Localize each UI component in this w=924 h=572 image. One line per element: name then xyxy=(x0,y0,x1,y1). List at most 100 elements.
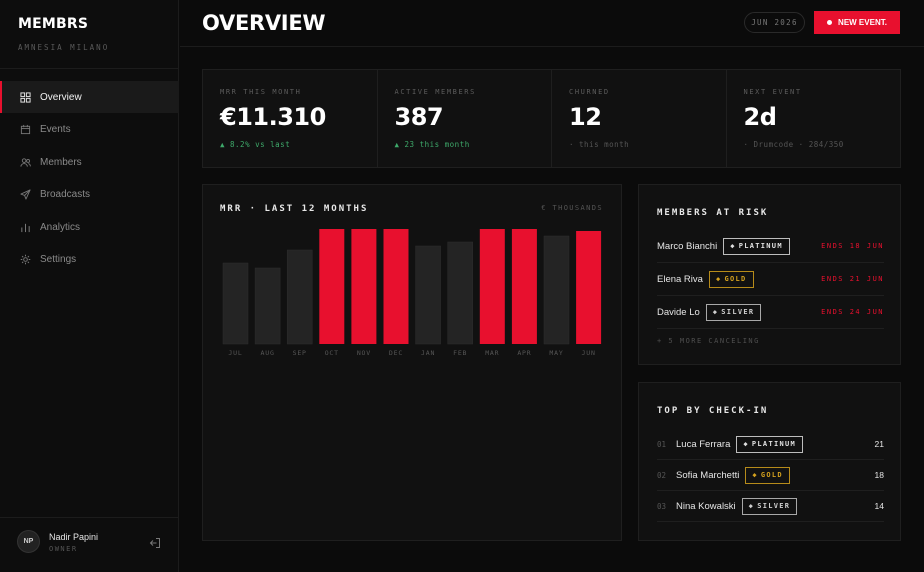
tier-label: SILVER xyxy=(757,502,791,510)
stat-churned[interactable]: CHURNED 12 · this month xyxy=(552,70,727,167)
x-tick-label: APR xyxy=(517,349,531,357)
top-by-check-in-card: TOP BY CHECK-IN 01 Luca Ferrara ◆ PLATINU… xyxy=(638,382,901,541)
x-tick-label: FEB xyxy=(453,349,467,357)
member-name: Marco Bianchi xyxy=(657,240,718,252)
x-tick-label: MAY xyxy=(549,349,563,357)
list-item[interactable]: Marco Bianchi ◆ PLATINUM ENDS 18 JUN xyxy=(657,230,884,263)
rank: 01 xyxy=(657,439,667,449)
calendar-icon xyxy=(20,124,31,135)
rank: 03 xyxy=(657,501,667,511)
member-name: Davide Lo xyxy=(657,306,700,318)
tier-badge: ◆ SILVER xyxy=(705,303,762,321)
chart-bar[interactable] xyxy=(576,231,602,344)
sidebar-item-label: Members xyxy=(40,156,82,168)
member-name: Elena Riva xyxy=(657,273,703,285)
new-event-button[interactable]: NEW EVENT. xyxy=(814,11,900,34)
chart-bar[interactable] xyxy=(415,245,441,345)
period-selector[interactable]: JUN 2026 xyxy=(744,12,805,33)
member-name: Luca Ferrara xyxy=(676,438,731,450)
stats-row: MRR THIS MONTH €11.310 ▲ 8.2% vs last AC… xyxy=(202,69,901,168)
x-tick-label: DEC xyxy=(389,349,403,357)
tier-badge: ◆ SILVER xyxy=(741,497,798,515)
chart-bar[interactable] xyxy=(286,249,313,345)
divider xyxy=(0,517,179,518)
chart-bar[interactable] xyxy=(479,229,505,344)
stat-label: CHURNED xyxy=(569,88,610,96)
sidebar-item-members[interactable]: Members xyxy=(0,146,179,178)
sidebar-item-settings[interactable]: Settings xyxy=(0,244,179,276)
gear-icon xyxy=(20,254,31,265)
tier-label: SILVER xyxy=(721,308,755,316)
check-in-count: 14 xyxy=(874,501,884,511)
sidebar-item-label: Broadcasts xyxy=(40,189,91,200)
check-in-count: 21 xyxy=(874,439,884,449)
sidebar-item-analytics[interactable]: Analytics xyxy=(0,211,179,243)
user-role: OWNER xyxy=(49,545,78,553)
x-tick-label: JUN xyxy=(582,349,596,357)
stat-value: 2d xyxy=(743,103,777,131)
dot-icon xyxy=(827,20,833,25)
list-item[interactable]: Davide Lo ◆ SILVER ENDS 24 JUN xyxy=(657,296,884,329)
bar-chart-icon xyxy=(20,222,31,233)
x-tick-label: MAR xyxy=(485,349,499,357)
sidebar: MEMBRS AMNESIA MILANO Overview Events Me… xyxy=(0,0,179,572)
avatar[interactable]: NP xyxy=(17,530,40,553)
sidebar-item-label: Analytics xyxy=(40,221,81,233)
rank: 02 xyxy=(657,470,667,480)
chart-bar[interactable] xyxy=(511,229,537,344)
list-item[interactable]: Elena Riva ◆ GOLD ENDS 21 JUN xyxy=(657,263,884,296)
chart-bar[interactable] xyxy=(351,229,377,344)
chart-bar[interactable] xyxy=(383,229,409,344)
tier-label: PLATINUM xyxy=(751,440,797,448)
stat-mrr[interactable]: MRR THIS MONTH €11.310 ▲ 8.2% vs last xyxy=(203,70,378,167)
mrr-bar-chart: JUL AUG SEP OCT NOV DEC JAN FEB MAR APR MAY JUN xyxy=(222,229,602,357)
x-tick-label: JAN xyxy=(421,349,435,357)
card-title: MEMBERS AT RISK xyxy=(657,208,769,218)
list-item[interactable]: 03 Nina Kowalski ◆ SILVER 14 xyxy=(657,491,884,522)
tier-label: PLATINUM xyxy=(738,242,783,250)
x-tick-label: SEP xyxy=(293,349,307,357)
stat-next-event[interactable]: NEXT EVENT 2d · Drumcode · 284/350 xyxy=(727,70,901,167)
divider xyxy=(0,68,179,69)
x-tick-label: JUL xyxy=(228,349,242,357)
list-item[interactable]: 01 Luca Ferrara ◆ PLATINUM 21 xyxy=(657,429,884,460)
chart-bar[interactable] xyxy=(254,267,281,345)
tier-badge: ◆ PLATINUM xyxy=(736,435,804,453)
tier-badge: ◆ PLATINUM xyxy=(723,237,790,255)
sidebar-item-events[interactable]: Events xyxy=(0,114,179,146)
sidebar-item-overview[interactable]: Overview xyxy=(0,81,179,113)
stat-note: · Drumcode · 284/350 xyxy=(743,140,844,149)
mrr-chart-card: MRR · LAST 12 MONTHS € THOUSANDS JUL AUG S… xyxy=(202,184,622,541)
logout-icon[interactable] xyxy=(149,536,161,548)
list-item[interactable]: 02 Sofia Marchetti ◆ GOLD 18 xyxy=(657,460,884,491)
top-header: OVERVIEW JUN 2026 NEW EVENT. xyxy=(180,0,924,47)
stat-value: 387 xyxy=(394,103,444,131)
members-at-risk-card: MEMBERS AT RISK Marco Bianchi ◆ PLATINUM … xyxy=(638,184,901,365)
chart-bar[interactable] xyxy=(447,241,473,345)
more-canceling-link[interactable]: + 5 MORE CANCELING xyxy=(657,337,760,345)
chart-bar[interactable] xyxy=(222,262,249,345)
stat-active-members[interactable]: ACTIVE MEMBERS 387 ▲ 23 this month xyxy=(378,70,552,167)
venue-name: AMNESIA MILANO xyxy=(18,43,110,52)
stat-note: · this month xyxy=(569,140,630,149)
brand-logo[interactable]: MEMBRS xyxy=(18,16,89,32)
new-event-label: NEW EVENT. xyxy=(838,18,887,27)
sidebar-item-label: Settings xyxy=(40,254,77,265)
sidebar-item-broadcasts[interactable]: Broadcasts xyxy=(0,179,179,211)
check-in-count: 18 xyxy=(874,470,884,480)
users-icon xyxy=(20,157,31,168)
end-date: ENDS 18 JUN xyxy=(821,242,884,250)
stat-label: ACTIVE MEMBERS xyxy=(394,88,476,96)
chart-bar[interactable] xyxy=(543,235,570,345)
card-title: TOP BY CHECK-IN xyxy=(657,406,769,416)
stat-label: NEXT EVENT xyxy=(743,88,802,96)
grid-icon xyxy=(20,91,31,103)
page-title: OVERVIEW xyxy=(202,11,326,35)
tier-label: GOLD xyxy=(724,275,747,283)
risk-list: Marco Bianchi ◆ PLATINUM ENDS 18 JUN Elen… xyxy=(657,230,884,329)
top-list: 01 Luca Ferrara ◆ PLATINUM 21 02 Sofia Ma… xyxy=(657,429,884,522)
sidebar-item-label: Events xyxy=(40,124,71,135)
end-date: ENDS 24 JUN xyxy=(821,308,884,316)
stat-note: ▲ 8.2% vs last xyxy=(220,140,291,149)
chart-bar[interactable] xyxy=(319,229,345,344)
